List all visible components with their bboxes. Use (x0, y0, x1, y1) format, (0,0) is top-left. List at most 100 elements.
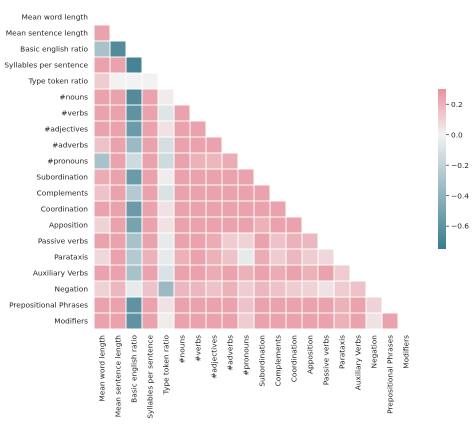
heatmap-cell (317, 296, 335, 314)
heatmap-cell (285, 296, 303, 314)
heatmap-cell (301, 312, 319, 330)
heatmap-cell (189, 296, 207, 314)
y-tick-label: Apposition (49, 221, 88, 230)
x-tick-label: Auxiliary Verbs (354, 335, 363, 390)
y-tick-label: Auxiliary Verbs (33, 269, 88, 278)
y-tick-label: Negation (55, 285, 89, 294)
heatmap-cell (93, 152, 111, 170)
heatmap-cell (109, 232, 127, 250)
x-tick-label: Modifiers (402, 335, 411, 369)
heatmap-cell (237, 200, 255, 218)
y-tick-label: Subordination (36, 173, 88, 182)
heatmap-cell (125, 120, 143, 138)
heatmap-cell (93, 232, 111, 250)
heatmap-cell (125, 264, 143, 282)
heatmap-cell (93, 104, 111, 122)
heatmap-cell (109, 120, 127, 138)
y-tick-label: Complements (37, 189, 89, 198)
heatmap-cell (173, 264, 191, 282)
heatmap-cell (301, 280, 319, 298)
heatmap-cell (221, 184, 239, 202)
heatmap-cell (221, 200, 239, 218)
heatmap-cell (205, 296, 223, 314)
heatmap-cell (253, 312, 271, 330)
heatmap-cell (301, 264, 319, 282)
heatmap-cell (237, 264, 255, 282)
heatmap-cell (125, 296, 143, 314)
heatmap-cell (317, 280, 335, 298)
heatmap-cell (109, 40, 127, 58)
heatmap-cell (141, 200, 159, 218)
heatmap-cell (141, 248, 159, 266)
heatmap-cell (269, 280, 287, 298)
y-tick-label: Basic english ratio (20, 45, 88, 54)
colorbar: 0.2 0.0 −0.2 −0.4 −0.6 (438, 89, 469, 249)
heatmap-cell (125, 232, 143, 250)
heatmap-cell (381, 312, 399, 330)
heatmap-cell (253, 248, 271, 266)
heatmap-cell (93, 312, 111, 330)
heatmap-cell (93, 216, 111, 234)
heatmap-cell (93, 280, 111, 298)
heatmap-cell (189, 264, 207, 282)
y-tick-label: #verbs (61, 109, 88, 118)
heatmap-cell (157, 280, 175, 298)
heatmap-cell (125, 72, 143, 90)
y-tick-label: #adverbs (52, 141, 88, 150)
heatmap-cell (269, 248, 287, 266)
heatmap-cell (93, 136, 111, 154)
heatmap-cell (333, 312, 351, 330)
heatmap-cell (93, 56, 111, 74)
heatmap-cell (301, 248, 319, 266)
heatmap-cell (109, 104, 127, 122)
heatmap-cell (93, 264, 111, 282)
heatmap-cell (109, 248, 127, 266)
colorbar-tick-label: 0.0 (451, 130, 463, 139)
y-tick-label: Passive verbs (38, 237, 88, 246)
x-tick-label: Mean word length (98, 335, 107, 402)
heatmap-cell (141, 104, 159, 122)
y-tick-label: #nouns (59, 93, 88, 102)
y-tick-label: Type token ratio (28, 77, 89, 86)
colorbar-tick-label: 0.2 (451, 100, 463, 109)
heatmap-cell (349, 312, 367, 330)
heatmap-cell (173, 248, 191, 266)
x-tick-label: Negation (370, 335, 379, 369)
heatmap-cell (269, 232, 287, 250)
heatmap-cell (125, 200, 143, 218)
heatmap-cell (141, 168, 159, 186)
y-tick-label: Coordination (41, 205, 89, 214)
heatmap-cell (125, 248, 143, 266)
heatmap-cell (317, 264, 335, 282)
heatmap-cell (269, 200, 287, 218)
heatmap-cell (317, 248, 335, 266)
heatmap-cell (109, 216, 127, 234)
heatmap-cell (109, 280, 127, 298)
heatmap-cell (189, 168, 207, 186)
heatmap-cell (93, 296, 111, 314)
heatmap-cells (93, 24, 399, 330)
y-tick-label: Prepositional Phrases (9, 301, 88, 310)
heatmap-cell (269, 312, 287, 330)
heatmap-cell (221, 168, 239, 186)
heatmap-cell (237, 168, 255, 186)
heatmap-cell (237, 296, 255, 314)
heatmap-cell (253, 296, 271, 314)
x-tick-label: #verbs (194, 335, 203, 362)
heatmap-cell (109, 200, 127, 218)
heatmap-cell (189, 248, 207, 266)
heatmap-cell (157, 88, 175, 106)
heatmap-cell (109, 88, 127, 106)
heatmap-cell (173, 136, 191, 154)
heatmap-cell (221, 264, 239, 282)
y-tick-label: Syllables per sentence (4, 61, 88, 70)
heatmap-cell (125, 216, 143, 234)
heatmap-cell (173, 168, 191, 186)
colorbar-scale (438, 89, 446, 249)
heatmap-cell (173, 296, 191, 314)
heatmap-cell (173, 312, 191, 330)
heatmap-cell (173, 232, 191, 250)
heatmap-cell (285, 216, 303, 234)
heatmap-cell (333, 280, 351, 298)
heatmap-cell (253, 264, 271, 282)
